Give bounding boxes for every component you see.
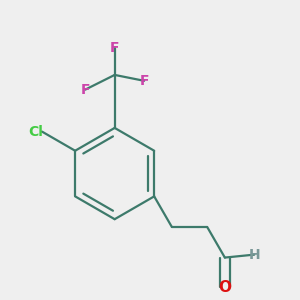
Text: Cl: Cl — [29, 124, 44, 139]
Text: H: H — [248, 248, 260, 262]
Text: F: F — [140, 74, 149, 88]
Text: F: F — [80, 82, 90, 97]
Text: O: O — [218, 280, 231, 295]
Text: F: F — [110, 41, 119, 56]
